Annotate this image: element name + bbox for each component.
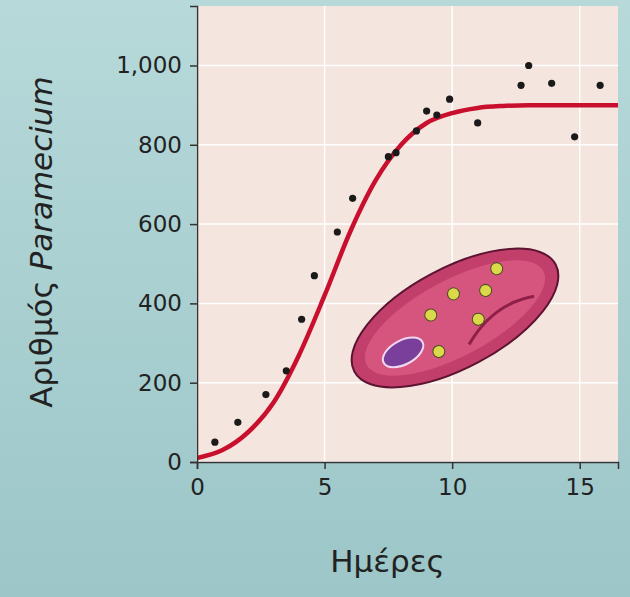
vacuole (478, 282, 494, 298)
grid-line (197, 223, 618, 225)
nucleus (378, 331, 428, 373)
y-tick-label: 200 (138, 370, 182, 396)
y-tick-mark (190, 462, 197, 464)
x-tick-label: 15 (566, 474, 595, 500)
grid-line (324, 6, 326, 462)
data-point (433, 111, 440, 118)
y-tick-mark (190, 382, 197, 384)
x-tick: 0 (190, 462, 205, 500)
y-tick-label: 1,000 (116, 52, 182, 78)
y-tick-label: 0 (167, 449, 182, 475)
y-tick-mark (190, 145, 197, 147)
data-point (385, 153, 392, 160)
vacuole (431, 343, 447, 359)
data-point (525, 62, 532, 69)
x-tick-mark (324, 462, 326, 469)
plot-area (197, 6, 618, 462)
paramecium-illustration (331, 220, 579, 415)
x-tick-label: 5 (318, 474, 333, 500)
data-point (423, 107, 430, 114)
data-point (597, 82, 604, 89)
x-axis-line (198, 463, 619, 470)
x-tick-label: 0 (190, 474, 205, 500)
data-point (211, 439, 218, 446)
data-point (311, 272, 318, 279)
data-point (234, 419, 241, 426)
y-tick-mark (190, 224, 197, 226)
y-tick: 400 (138, 290, 197, 316)
y-tick: 600 (138, 211, 197, 237)
y-tick-label: 400 (138, 290, 182, 316)
x-tick-label: 10 (438, 474, 467, 500)
vacuole (445, 286, 461, 302)
y-tick: 0 (167, 449, 197, 475)
x-tick-mark (452, 462, 454, 469)
grid-line (579, 6, 581, 462)
y-axis-title-part: Αριθμός (23, 280, 59, 407)
y-axis-line (190, 7, 198, 463)
y-tick-mark (190, 65, 197, 67)
data-point (517, 82, 524, 89)
background (0, 0, 630, 597)
chart: 0 200 400 600 800 1,000 0 5 10 15 Ημέρες Αριθμός Pa… (0, 0, 630, 597)
data-point (298, 316, 305, 323)
data-point (474, 119, 481, 126)
data-point (334, 228, 341, 235)
x-tick: 15 (566, 462, 595, 500)
y-tick-mark (190, 303, 197, 305)
curve (197, 105, 618, 458)
vacuole (489, 261, 505, 277)
grid (197, 6, 618, 462)
grid-line (451, 6, 453, 462)
data-point (283, 367, 290, 374)
x-axis-title: Ημέρες (330, 543, 444, 579)
data-point (571, 133, 578, 140)
x-tick: 10 (438, 462, 467, 500)
data-point (548, 80, 555, 87)
y-axis: 0 200 400 600 800 1,000 (116, 7, 197, 475)
data-point (262, 391, 269, 398)
y-axis-title: Αριθμός Paramecium (23, 76, 59, 407)
y-tick-label: 600 (138, 211, 182, 237)
cell-body (331, 220, 579, 415)
x-axis: 0 5 10 15 (190, 462, 618, 500)
x-tick: 5 (318, 462, 333, 500)
marks (197, 62, 618, 458)
vacuole (470, 311, 486, 327)
y-tick: 200 (138, 370, 197, 396)
data-point (446, 96, 453, 103)
x-tick-mark (197, 462, 199, 469)
x-tick-mark (579, 462, 581, 469)
data-point (349, 195, 356, 202)
grid-line (197, 65, 618, 67)
cell-inner (349, 238, 561, 399)
grid-line (197, 144, 618, 146)
data-point (392, 149, 399, 156)
y-tick-label: 800 (138, 132, 182, 158)
y-tick: 1,000 (116, 52, 197, 78)
data-point (413, 127, 420, 134)
oral-groove (461, 292, 539, 344)
y-tick: 800 (138, 132, 197, 158)
y-axis-title-part: Paramecium (23, 76, 59, 280)
vacuole (423, 307, 439, 323)
